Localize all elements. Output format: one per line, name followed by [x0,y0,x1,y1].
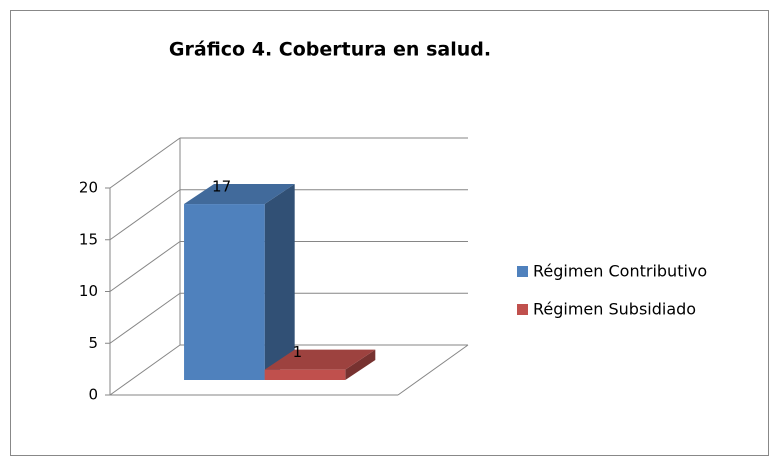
floor-edge [397,344,469,396]
bar-top [264,349,376,370]
legend-label: Régimen Subsidiado [533,300,696,319]
grid-line [109,292,181,344]
grid-line [109,241,181,292]
y-tick-label: 0 [88,386,98,404]
bar [184,204,265,380]
bar-top [184,184,295,205]
bar-side [264,184,295,380]
bar-side [345,349,376,380]
data-label: 1 [293,343,303,361]
legend-swatch [517,266,528,277]
legend-swatch [517,304,528,315]
grid-line [109,189,181,241]
y-tick-label: 5 [88,334,98,352]
grid-line [109,137,181,189]
y-tick-label: 10 [79,282,98,300]
chart-title: Gráfico 4. Cobertura en salud. [169,39,491,61]
grid-line [109,344,181,396]
chart-border [10,10,769,456]
y-tick-label: 20 [79,179,98,197]
bar [264,369,346,380]
legend-label: Régimen Contributivo [533,262,707,281]
y-tick-label: 15 [79,230,98,248]
data-label: 17 [212,178,231,196]
